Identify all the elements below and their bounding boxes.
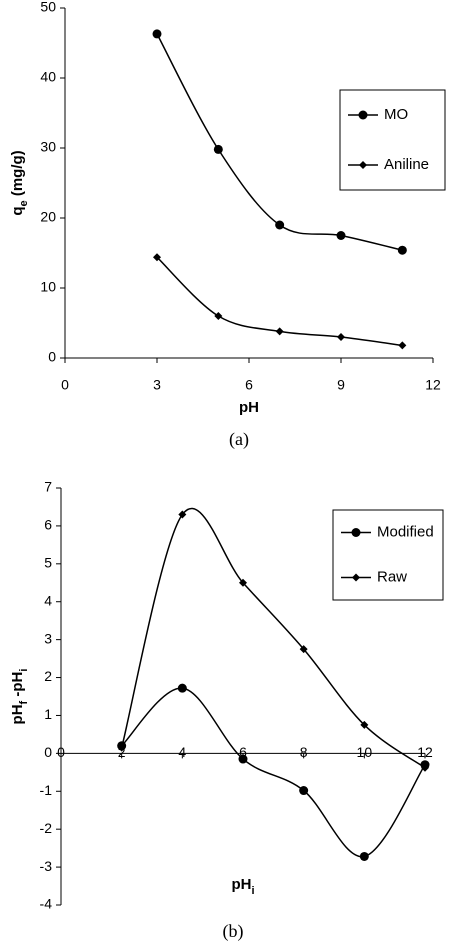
y-tick-label: 0 [48, 349, 56, 365]
x-tick-label: 6 [245, 377, 253, 393]
marker [152, 29, 162, 39]
marker [358, 110, 368, 120]
marker [275, 327, 284, 336]
marker [275, 220, 285, 230]
x-tick-label: 2 [118, 744, 126, 760]
y-tick-label: -2 [40, 820, 53, 836]
legend-label: Modified [377, 523, 434, 540]
x-axis-label-part: pH [231, 876, 251, 893]
marker [299, 645, 308, 654]
y-tick-label: 40 [40, 69, 56, 85]
y-axis-label-part: (mg/g) [9, 150, 26, 200]
legend-label: Aniline [384, 156, 429, 173]
marker [398, 341, 407, 350]
x-axis-label: pHi [231, 876, 254, 897]
y-tick-label: 10 [40, 279, 56, 295]
marker [421, 763, 429, 772]
y-axis-label-sub: i [18, 669, 30, 672]
y-axis-label-sub: e [18, 200, 30, 206]
y-tick-label: 3 [44, 630, 52, 646]
x-tick-label: 3 [153, 377, 161, 393]
marker [299, 786, 309, 796]
marker [213, 144, 223, 154]
y-axis-label-part: pH [9, 704, 26, 724]
x-tick-label: 10 [357, 744, 373, 760]
y-tick-label: 2 [44, 668, 52, 684]
marker [336, 231, 346, 240]
y-tick-label: 30 [40, 139, 56, 155]
x-tick-label: 6 [239, 744, 247, 760]
caption: (a) [229, 429, 249, 450]
y-tick-label: 5 [44, 555, 52, 571]
marker [238, 754, 248, 764]
y-tick-label: 7 [44, 479, 52, 495]
marker [351, 528, 361, 537]
x-tick-label: 9 [337, 377, 345, 393]
marker [117, 743, 126, 752]
legend-label: MO [384, 106, 408, 123]
x-tick-label: 0 [57, 744, 65, 760]
marker [397, 245, 407, 255]
y-axis-label: qe (mg/g) [9, 150, 30, 215]
y-tick-label: 6 [44, 517, 52, 533]
y-tick-label: 20 [40, 209, 56, 225]
series-line [156, 33, 403, 251]
y-tick-label: 50 [40, 0, 56, 15]
y-tick-label: -4 [40, 896, 53, 912]
caption: (b) [223, 921, 244, 942]
x-tick-label: 4 [178, 744, 186, 760]
y-axis-label-part: -pH [9, 672, 26, 701]
y-axis-label: pHf -pHi [9, 669, 30, 725]
marker [214, 312, 223, 320]
y-tick-label: 4 [44, 592, 52, 608]
y-tick-label: 0 [44, 744, 52, 760]
y-tick-label: -1 [40, 782, 53, 798]
x-axis-label: pH [239, 399, 259, 416]
x-tick-label: 0 [61, 377, 69, 393]
x-tick-label: 12 [425, 377, 441, 393]
legend-label: Raw [377, 568, 407, 585]
legend-box [332, 509, 444, 601]
marker [153, 253, 161, 262]
x-axis-label-part: pH [239, 399, 259, 416]
series-line [121, 687, 426, 858]
y-tick-label: -3 [40, 858, 53, 874]
marker [177, 683, 187, 693]
marker [352, 573, 360, 582]
marker [359, 851, 369, 861]
marker [178, 510, 187, 519]
marker [359, 161, 367, 169]
y-axis-label-part: q [9, 206, 26, 215]
marker [239, 578, 247, 587]
y-axis-label-sub: f [18, 700, 30, 704]
marker [360, 720, 369, 729]
marker [337, 333, 345, 341]
x-axis-label-sub: i [251, 885, 254, 897]
legend-box [339, 89, 446, 191]
x-tick-label: 12 [417, 744, 433, 760]
y-tick-label: 1 [44, 706, 52, 722]
x-tick-label: 8 [300, 744, 308, 760]
